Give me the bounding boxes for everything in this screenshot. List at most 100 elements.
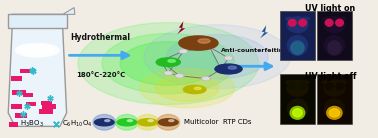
Circle shape [156,59,165,62]
Ellipse shape [102,34,235,94]
Circle shape [148,120,153,122]
Circle shape [215,64,242,74]
Circle shape [158,60,164,62]
FancyBboxPatch shape [23,93,33,97]
Polygon shape [260,25,268,38]
Ellipse shape [136,114,159,130]
Text: Multicolor  RTP CDs: Multicolor RTP CDs [184,119,252,125]
Circle shape [224,56,233,60]
Ellipse shape [336,83,343,90]
Circle shape [228,66,237,69]
Ellipse shape [325,19,333,26]
Circle shape [301,81,309,84]
Circle shape [286,17,294,20]
Ellipse shape [157,114,180,130]
Circle shape [175,74,184,77]
Circle shape [138,119,157,126]
Polygon shape [8,14,67,28]
Ellipse shape [329,109,339,117]
Circle shape [286,81,294,84]
Circle shape [183,85,206,94]
Circle shape [205,46,214,49]
FancyBboxPatch shape [11,76,22,81]
Ellipse shape [139,68,235,108]
FancyBboxPatch shape [9,122,18,127]
Ellipse shape [328,41,341,55]
Circle shape [301,17,309,20]
Circle shape [201,77,211,80]
Circle shape [198,39,210,43]
Ellipse shape [336,19,343,26]
Ellipse shape [324,99,344,119]
Text: Anti-counterfeiting: Anti-counterfeiting [221,48,289,53]
Circle shape [203,77,209,80]
Text: UV light on: UV light on [305,4,356,13]
Ellipse shape [328,104,341,118]
Ellipse shape [144,25,291,89]
Text: UV light off: UV light off [305,72,356,81]
Ellipse shape [290,106,305,119]
Ellipse shape [291,41,304,55]
FancyBboxPatch shape [15,113,27,118]
Text: C$_6$H$_{10}$O$_4$: C$_6$H$_{10}$O$_4$ [62,119,92,129]
Circle shape [158,119,178,126]
Circle shape [94,119,114,126]
Ellipse shape [20,45,55,55]
Circle shape [338,81,346,84]
Ellipse shape [324,17,345,33]
FancyBboxPatch shape [12,90,26,95]
Ellipse shape [120,42,217,85]
Circle shape [207,46,213,48]
Ellipse shape [325,83,333,90]
FancyBboxPatch shape [11,104,22,109]
FancyBboxPatch shape [280,75,315,124]
FancyBboxPatch shape [39,109,53,114]
Ellipse shape [287,35,308,55]
Circle shape [117,119,137,126]
Ellipse shape [324,80,345,96]
Ellipse shape [291,104,304,118]
Circle shape [217,67,226,71]
Circle shape [218,68,224,70]
Circle shape [226,57,232,59]
FancyBboxPatch shape [26,102,36,106]
Polygon shape [8,14,67,126]
Text: 180°C-220°C: 180°C-220°C [76,72,125,78]
Ellipse shape [287,99,308,119]
Ellipse shape [288,83,296,90]
Circle shape [338,17,346,20]
Ellipse shape [299,19,307,26]
Ellipse shape [299,83,307,90]
Ellipse shape [324,35,344,55]
FancyBboxPatch shape [42,104,56,109]
Circle shape [177,75,183,77]
FancyBboxPatch shape [317,75,352,124]
Circle shape [180,50,186,52]
Ellipse shape [327,106,342,119]
Circle shape [165,72,171,74]
Ellipse shape [15,43,59,57]
Circle shape [168,60,175,62]
Ellipse shape [78,22,259,104]
Polygon shape [177,21,185,34]
FancyBboxPatch shape [20,69,29,73]
Circle shape [179,36,218,50]
Circle shape [179,50,188,53]
FancyBboxPatch shape [317,11,352,60]
Ellipse shape [166,35,268,79]
Circle shape [169,120,174,122]
Ellipse shape [291,42,304,53]
Circle shape [322,17,331,20]
Circle shape [156,58,180,67]
Circle shape [105,120,110,122]
Circle shape [164,71,173,75]
Ellipse shape [93,114,116,130]
Ellipse shape [293,109,302,117]
Ellipse shape [287,80,308,96]
Ellipse shape [116,114,138,130]
Circle shape [322,81,331,84]
FancyBboxPatch shape [41,101,52,105]
Circle shape [127,120,133,122]
Circle shape [194,87,201,90]
Ellipse shape [155,75,219,101]
